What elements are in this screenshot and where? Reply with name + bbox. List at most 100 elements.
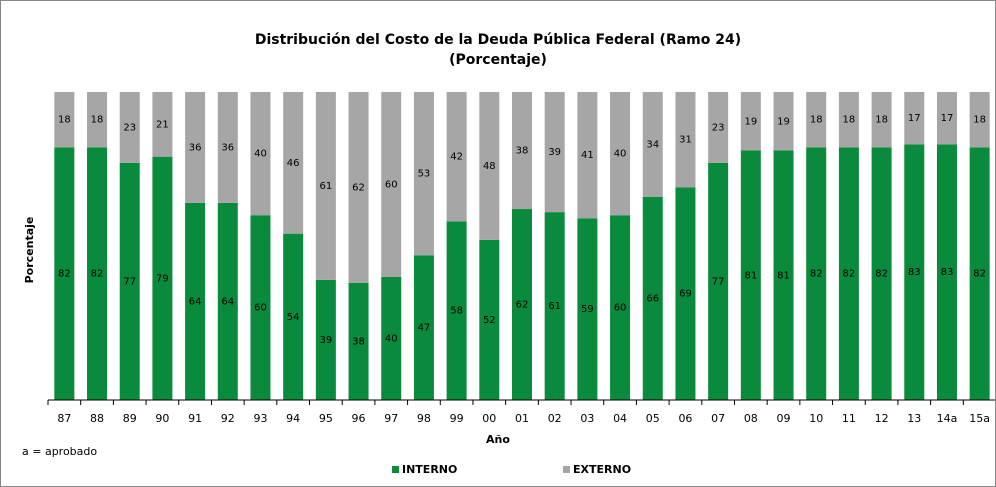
- bar-segment: [446, 92, 467, 222]
- x-tick-label: 12: [875, 412, 889, 425]
- bar-segment: [479, 92, 500, 240]
- value-label: 18: [58, 115, 71, 126]
- value-label: 69: [679, 289, 692, 300]
- value-label: 58: [450, 306, 463, 317]
- value-label: 61: [548, 301, 561, 312]
- bar-segment: [217, 202, 238, 400]
- value-label: 23: [712, 122, 725, 133]
- value-label: 19: [777, 116, 790, 127]
- value-label: 38: [516, 146, 529, 157]
- bar-segment: [381, 276, 402, 400]
- value-label: 82: [58, 269, 71, 280]
- x-tick-label: 94: [286, 412, 300, 425]
- value-label: 77: [712, 276, 725, 287]
- value-label: 62: [516, 300, 529, 311]
- bar-segment: [610, 215, 631, 400]
- x-tick-label: 90: [155, 412, 169, 425]
- value-label: 36: [189, 142, 202, 153]
- value-label: 40: [254, 149, 267, 160]
- x-tick-label: 02: [548, 412, 562, 425]
- bar-segment: [675, 187, 696, 400]
- value-label: 19: [744, 116, 757, 127]
- bar-segment: [838, 147, 859, 400]
- x-tick-label: 09: [777, 412, 791, 425]
- bar-segment: [315, 279, 336, 400]
- bar-segment: [250, 92, 271, 216]
- value-label: 34: [646, 139, 659, 150]
- value-label: 18: [91, 115, 104, 126]
- bar-segment: [315, 92, 336, 280]
- bar-segment: [87, 92, 108, 148]
- value-label: 39: [548, 147, 561, 158]
- bar-segment: [185, 202, 206, 400]
- value-label: 48: [483, 161, 496, 172]
- bar-segment: [871, 92, 892, 148]
- bar-segment: [969, 92, 990, 148]
- value-label: 23: [123, 122, 136, 133]
- bar-segment: [675, 92, 696, 188]
- value-label: 41: [581, 150, 594, 161]
- bar-segment: [806, 147, 827, 400]
- bar-segment: [381, 92, 402, 277]
- bar-segment: [152, 92, 173, 157]
- value-label: 81: [744, 270, 757, 281]
- bar-segment: [152, 156, 173, 400]
- x-tick-label: 10: [809, 412, 823, 425]
- value-label: 64: [221, 296, 234, 307]
- bar-segment: [512, 92, 532, 210]
- value-label: 61: [319, 181, 332, 192]
- x-tick-label: 93: [253, 412, 267, 425]
- legend-label: EXTERNO: [573, 463, 631, 476]
- bar-segment: [283, 233, 304, 400]
- bar-segment: [577, 92, 598, 219]
- bar-segment: [838, 92, 859, 148]
- bar-segment: [904, 144, 925, 400]
- bar-segment: [54, 92, 75, 148]
- bar-segment: [740, 92, 761, 151]
- bar-segment: [708, 92, 729, 163]
- bar-segment: [87, 147, 108, 400]
- value-label: 39: [319, 335, 332, 346]
- x-tick-label: 97: [384, 412, 398, 425]
- x-tick-label: 92: [221, 412, 235, 425]
- legend-swatch: [563, 466, 570, 473]
- bar-segment: [904, 92, 925, 145]
- x-axis-label: Año: [486, 433, 510, 446]
- x-tick-label: 87: [57, 412, 71, 425]
- value-label: 82: [810, 269, 823, 280]
- value-label: 52: [483, 315, 496, 326]
- value-label: 38: [352, 336, 365, 347]
- bar-segment: [512, 209, 532, 400]
- value-label: 83: [941, 267, 954, 278]
- bar-segment: [413, 255, 434, 400]
- value-label: 79: [156, 273, 169, 284]
- bar-segment: [217, 92, 238, 203]
- x-tick-label: 99: [450, 412, 464, 425]
- bar-segment: [185, 92, 206, 203]
- chart-subtitle: (Porcentaje): [449, 52, 547, 68]
- x-tick-label: 14a: [937, 412, 958, 425]
- value-label: 18: [843, 115, 856, 126]
- x-tick-label: 05: [646, 412, 660, 425]
- x-tick-label: 04: [613, 412, 627, 425]
- bar-segment: [610, 92, 631, 216]
- x-tick-label: 07: [711, 412, 725, 425]
- bar-segment: [250, 215, 271, 400]
- bar-segment: [773, 92, 794, 151]
- x-tick-label: 08: [744, 412, 758, 425]
- value-label: 40: [385, 333, 398, 344]
- value-label: 18: [875, 115, 888, 126]
- bar-segment: [740, 150, 761, 400]
- bar-segment: [413, 92, 434, 256]
- value-label: 42: [450, 152, 463, 163]
- bar-segment: [544, 92, 565, 213]
- value-label: 77: [123, 276, 136, 287]
- x-tick-label: 96: [352, 412, 366, 425]
- value-label: 18: [810, 115, 823, 126]
- x-tick-label: 03: [580, 412, 594, 425]
- value-label: 53: [418, 169, 431, 180]
- value-label: 82: [875, 269, 888, 280]
- bar-segment: [871, 147, 892, 400]
- value-label: 17: [941, 113, 954, 124]
